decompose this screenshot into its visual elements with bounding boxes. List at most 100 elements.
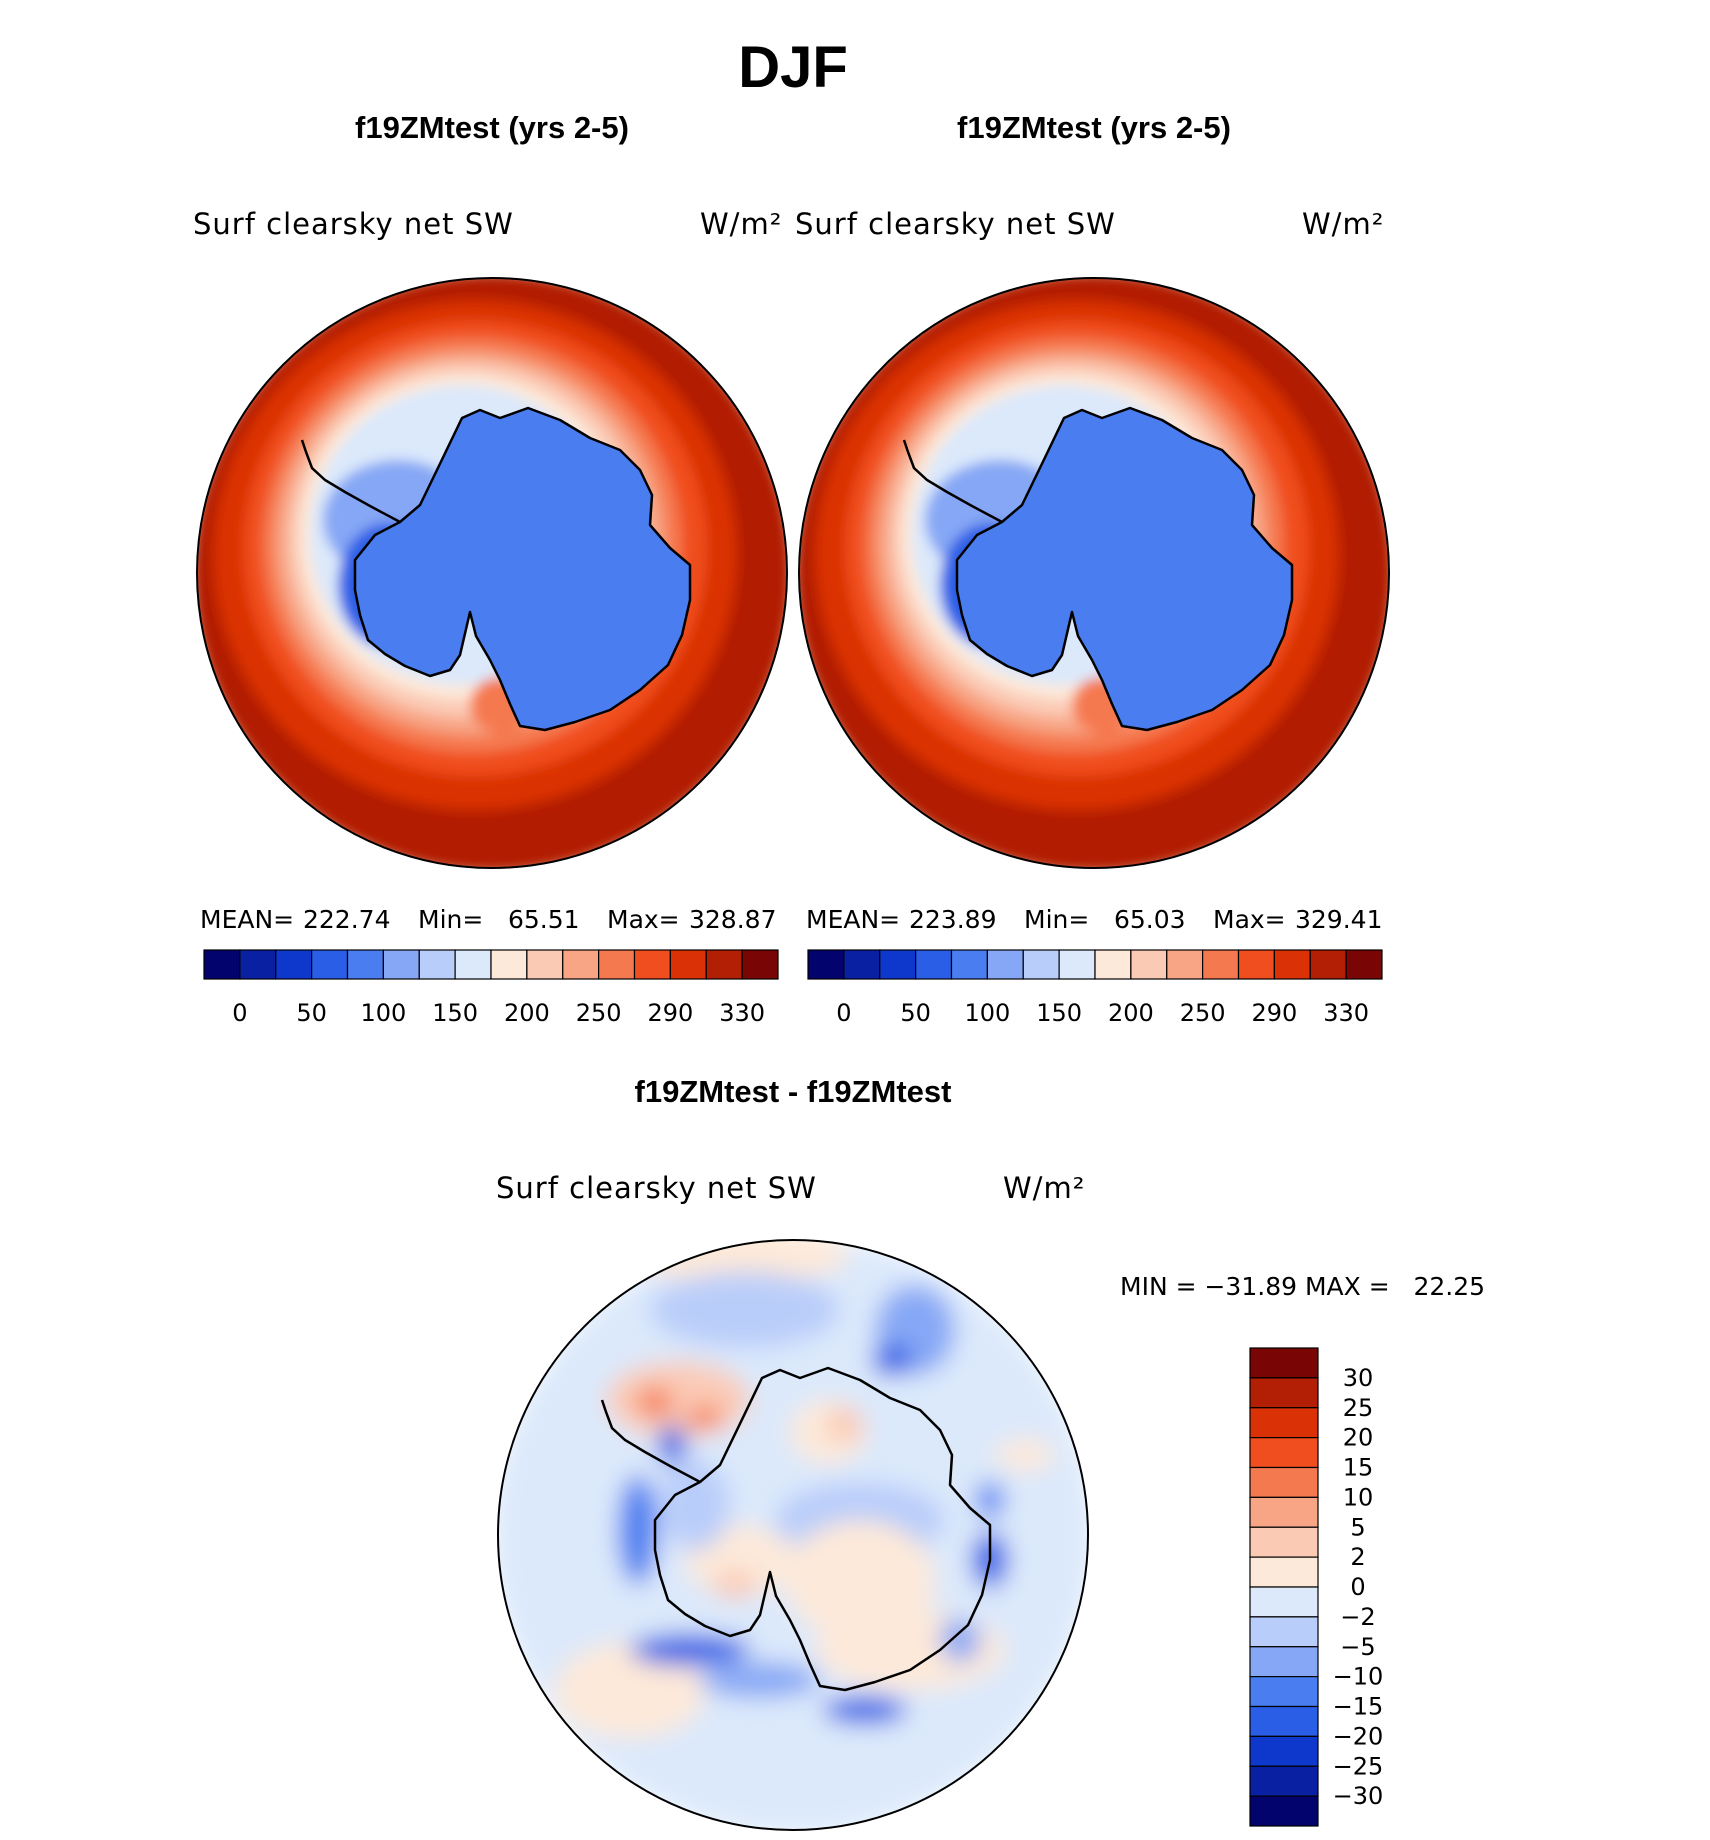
- panel-b-max-value: 329.41: [1295, 905, 1382, 934]
- panel-b-units: W/m²: [1302, 207, 1384, 241]
- panel-b-antarctica: [955, 406, 1294, 732]
- panel-a-variable: Surf clearsky net SW: [193, 207, 514, 241]
- panel-b-colorbar-swatch: [1058, 949, 1096, 980]
- panel-b-colorbar-swatch: [1022, 949, 1060, 980]
- panel-a-colorbar-swatch: [598, 949, 636, 980]
- panel-a-colorbar-tick-label: 150: [432, 999, 478, 1027]
- panel-a-colorbar-swatch: [490, 949, 528, 980]
- panel-diff-colorbar-tick-label: −10: [1333, 1663, 1384, 1691]
- panel-diff-colorbar-tick-label: 30: [1343, 1364, 1374, 1392]
- panel-diff-colorbar-swatch: [1249, 1377, 1319, 1409]
- panel-a-colorbar-swatch: [669, 949, 707, 980]
- panel-diff-colorbar-tick-label: 25: [1343, 1394, 1374, 1422]
- panel-a-colorbar-swatch: [454, 949, 492, 980]
- panel-a-colorbar-tick-label: 50: [296, 999, 327, 1027]
- panel-diff-map: [497, 1239, 1089, 1831]
- panel-diff-colorbar-swatch: [1249, 1705, 1319, 1737]
- panel-a-mean-value: 222.74: [303, 905, 390, 934]
- panel-diff: f19ZMtest - f19ZMtest Surf clearsky net …: [496, 1074, 1485, 1831]
- panel-diff-subtitle: f19ZMtest - f19ZMtest: [635, 1074, 952, 1109]
- panel-b-colorbar-swatch: [1094, 949, 1132, 980]
- panel-a-max-value: 328.87: [689, 905, 776, 934]
- panel-a-colorbar-swatch: [311, 949, 349, 980]
- panel-a-map: [196, 277, 788, 869]
- panel-diff-colorbar-swatch: [1249, 1466, 1319, 1498]
- panel-diff-colorbar-swatch: [1249, 1795, 1319, 1827]
- panel-a-mean-label: MEAN=: [200, 905, 294, 934]
- panel-b-colorbar-swatch: [1166, 949, 1204, 980]
- panel-diff-colorbar-tick-label: 2: [1350, 1543, 1365, 1571]
- panel-b-peninsula: [902, 439, 1003, 524]
- panel-a-peninsula: [300, 439, 401, 524]
- panel-a-subtitle: f19ZMtest (yrs 2-5): [355, 110, 629, 145]
- panel-b: f19ZMtest (yrs 2-5) Surf clearsky net SW…: [795, 110, 1390, 1027]
- panel-b-mean-value: 223.89: [909, 905, 996, 934]
- panel-a-colorbar-swatch: [382, 949, 420, 980]
- panel-diff-colorbar-swatch: [1249, 1586, 1319, 1618]
- panel-b-colorbar-tick-label: 50: [900, 999, 931, 1027]
- panel-diff-colorbar-swatch: [1249, 1347, 1319, 1379]
- panel-a-map-border: [196, 277, 788, 869]
- panel-a-colorbar-tick-label: 290: [647, 999, 693, 1027]
- panel-a-min-label: Min=: [418, 905, 483, 934]
- panel-b-colorbar: 0 50 100 150 200 250 290 330: [807, 949, 1383, 1027]
- panel-a-colorbar-tick-label: 330: [719, 999, 765, 1027]
- panel-diff-colorbar-tick-label: −20: [1333, 1722, 1384, 1750]
- panel-b-colorbar-tick-label: 0: [836, 999, 851, 1027]
- panel-b-colorbar-swatch: [1345, 949, 1383, 980]
- panel-a-colorbar-tick-label: 250: [576, 999, 622, 1027]
- panel-a-colorbar-tick-label: 100: [360, 999, 406, 1027]
- panel-a-colorbar-swatch: [705, 949, 743, 980]
- panel-diff-colorbar-swatch: [1249, 1735, 1319, 1767]
- panel-b-colorbar-swatch: [1202, 949, 1240, 980]
- panel-diff-colorbar-tick-label: 0: [1350, 1573, 1365, 1601]
- panel-b-max-label: Max=: [1213, 905, 1286, 934]
- panel-b-stats: MEAN= 223.89 Min= 65.03 Max= 329.41: [806, 905, 1382, 934]
- panel-diff-colorbar-tick-label: 20: [1343, 1424, 1374, 1452]
- panel-diff-colorbar-tick-label: 5: [1350, 1513, 1365, 1541]
- panel-diff-colorbar-swatch: [1249, 1646, 1319, 1678]
- panel-b-colorbar-swatch: [879, 949, 917, 980]
- panel-b-colorbar-tick-label: 150: [1036, 999, 1082, 1027]
- panel-diff-peninsula: [600, 1399, 701, 1484]
- panel-a-colorbar-swatch: [203, 949, 241, 980]
- panel-diff-colorbar-swatch: [1249, 1526, 1319, 1558]
- panel-b-colorbar-swatch: [843, 949, 881, 980]
- panel-b-colorbar-swatch: [1309, 949, 1347, 980]
- panel-diff-colorbar-tick-label: −25: [1333, 1752, 1384, 1780]
- panel-b-mean-label: MEAN=: [806, 905, 900, 934]
- panel-diff-antarctica: [653, 1366, 992, 1692]
- panel-b-colorbar-swatch: [1273, 949, 1311, 980]
- panel-diff-colorbar-swatch: [1249, 1556, 1319, 1588]
- panel-b-colorbar-swatch: [986, 949, 1024, 980]
- panel-diff-colorbar-swatch: [1249, 1616, 1319, 1648]
- panel-b-colorbar-tick-label: 100: [964, 999, 1010, 1027]
- panel-diff-colorbar-swatch: [1249, 1496, 1319, 1528]
- panel-a-colorbar-swatch: [418, 949, 456, 980]
- panel-b-map: [798, 277, 1390, 869]
- panel-a-units: W/m²: [700, 207, 782, 241]
- panel-b-colorbar-tick-label: 330: [1323, 999, 1369, 1027]
- panel-b-colorbar-swatch: [950, 949, 988, 980]
- panel-a-colorbar-swatch: [346, 949, 384, 980]
- panel-a-colorbar-swatch: [275, 949, 313, 980]
- panel-diff-colorbar-swatch: [1249, 1407, 1319, 1439]
- panel-diff-colorbar-tick-label: −30: [1333, 1782, 1384, 1810]
- panel-diff-colorbar-swatch: [1249, 1765, 1319, 1797]
- panel-b-colorbar-swatch: [1130, 949, 1168, 980]
- panel-a-colorbar: 0 50 100 150 200 250 290 330: [203, 949, 779, 1027]
- panel-b-subtitle: f19ZMtest (yrs 2-5): [957, 110, 1231, 145]
- panel-b-map-border: [798, 277, 1390, 869]
- panel-b-colorbar-tick-label: 250: [1180, 999, 1226, 1027]
- panel-b-colorbar-swatch: [1237, 949, 1275, 980]
- panel-diff-colorbar-swatch: [1249, 1437, 1319, 1469]
- panel-a-stats: MEAN= 222.74 Min= 65.51 Max= 328.87: [200, 905, 776, 934]
- panel-a: f19ZMtest (yrs 2-5) Surf clearsky net SW…: [193, 110, 788, 1027]
- panel-b-variable: Surf clearsky net SW: [795, 207, 1116, 241]
- panel-diff-colorbar-tick-label: −5: [1340, 1633, 1375, 1661]
- panel-diff-stats: MIN = −31.89 MAX = 22.25: [1120, 1272, 1485, 1301]
- panel-a-colorbar-swatch: [633, 949, 671, 980]
- panel-a-colorbar-swatch: [239, 949, 277, 980]
